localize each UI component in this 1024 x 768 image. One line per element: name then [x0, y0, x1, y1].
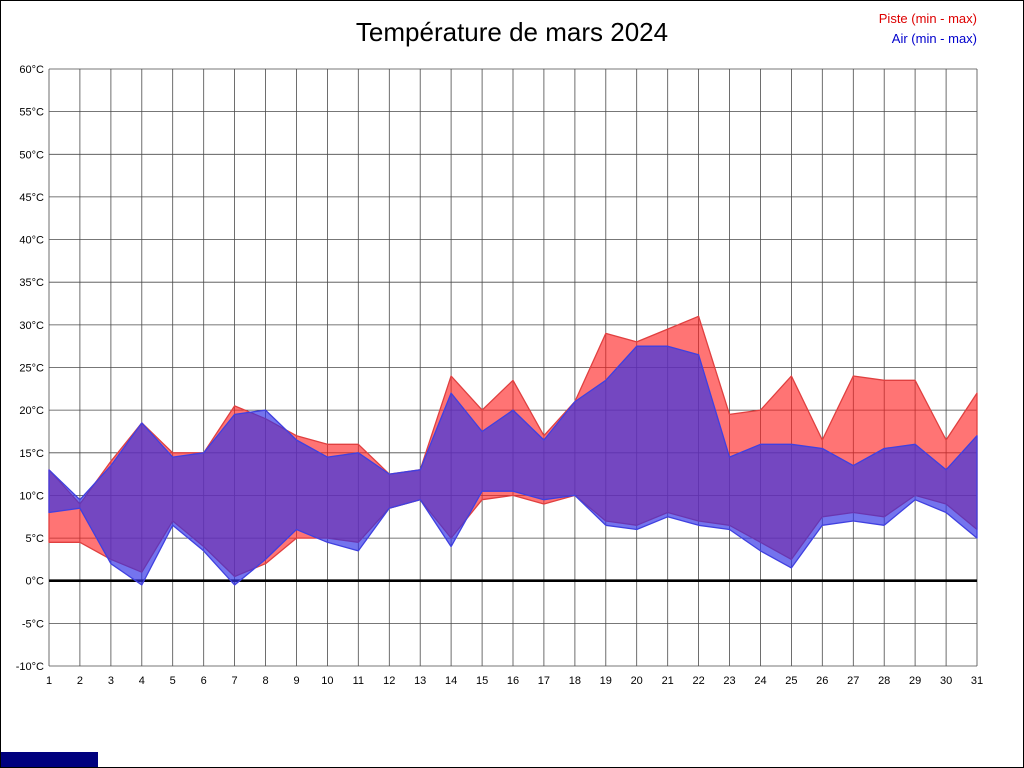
x-tick-label: 15 [476, 675, 488, 687]
x-tick-label: 1 [46, 675, 52, 687]
x-tick-label: 26 [816, 675, 828, 687]
x-tick-label: 4 [139, 675, 145, 687]
x-tick-label: 18 [569, 675, 581, 687]
x-tick-label: 28 [878, 675, 890, 687]
x-tick-label: 24 [754, 675, 766, 687]
y-tick-label: -10°C [16, 661, 44, 673]
x-tick-label: 17 [538, 675, 550, 687]
legend-item-piste: Piste (min - max) [879, 9, 977, 29]
legend: Piste (min - max) Air (min - max) [879, 9, 977, 49]
x-tick-label: 3 [108, 675, 114, 687]
y-tick-label: 60°C [19, 64, 44, 76]
x-tick-label: 19 [600, 675, 612, 687]
legend-label-air: Air (min - max) [891, 31, 977, 46]
x-tick-label: 20 [631, 675, 643, 687]
x-tick-label: 25 [785, 675, 797, 687]
x-tick-label: 9 [293, 675, 299, 687]
air-band [48, 345, 978, 586]
y-axis-labels: 60°C 55°C 50°C 45°C 40°C 35°C 30°C 25°C 20°C 15°C… [16, 64, 44, 673]
x-tick-label: 16 [507, 675, 519, 687]
x-tick-label: 23 [723, 675, 735, 687]
y-tick-label: 35°C [19, 277, 44, 289]
grid [48, 68, 978, 667]
x-tick-label: 2 [77, 675, 83, 687]
x-tick-label: 21 [662, 675, 674, 687]
x-axis-labels: 1 2 3 4 5 6 7 8 9 10 11 12 13 14 15 16 17 18 19 20 21 22 23 24 2… [46, 675, 983, 687]
page-title: Température de mars 2024 [355, 17, 669, 47]
bottom-left-bar [1, 752, 98, 767]
y-tick-label: 40°C [19, 235, 44, 247]
x-tick-label: 30 [940, 675, 952, 687]
y-tick-label: 10°C [19, 490, 44, 502]
legend-label-piste: Piste (min - max) [878, 11, 977, 26]
x-tick-label: 12 [383, 675, 395, 687]
legend-item-air: Air (min - max) [879, 29, 977, 49]
x-tick-label: 8 [262, 675, 268, 687]
y-tick-label: 45°C [19, 192, 44, 204]
x-tick-label: 7 [232, 675, 238, 687]
y-tick-label: 30°C [19, 320, 44, 332]
y-tick-label: 0°C [26, 576, 45, 588]
x-tick-label: 22 [692, 675, 704, 687]
y-tick-label: -5°C [22, 618, 44, 630]
x-tick-label: 10 [321, 675, 333, 687]
y-tick-label: 50°C [19, 149, 44, 161]
x-tick-label: 6 [201, 675, 207, 687]
x-tick-label: 11 [353, 675, 364, 687]
x-tick-label: 29 [909, 675, 921, 687]
x-tick-label: 31 [971, 675, 983, 687]
x-tick-label: 13 [414, 675, 426, 687]
x-tick-label: 14 [445, 675, 457, 687]
y-tick-label: 55°C [19, 107, 44, 119]
y-tick-label: 15°C [19, 448, 44, 460]
x-tick-label: 5 [170, 675, 176, 687]
y-tick-label: 5°C [26, 533, 45, 545]
y-tick-label: 20°C [19, 405, 44, 417]
x-tick-label: 27 [847, 675, 859, 687]
y-tick-label: 25°C [19, 363, 44, 375]
